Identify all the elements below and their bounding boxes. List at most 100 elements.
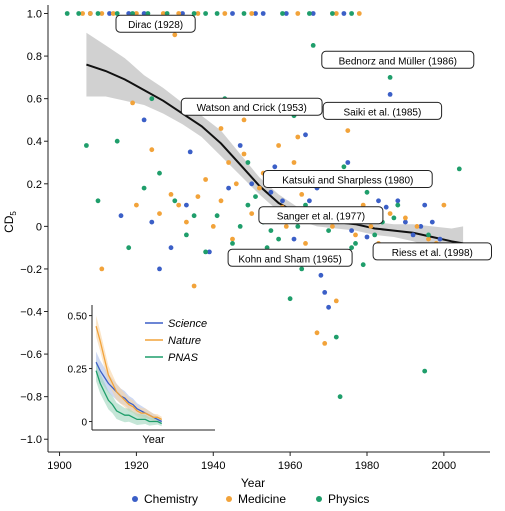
legend-label-chemistry: Chemistry xyxy=(144,492,198,506)
inset-chart: 0.50 0.25 0 Year Science Nature PNAS xyxy=(58,298,222,450)
point-chemistry xyxy=(291,236,297,242)
point-chemistry xyxy=(280,198,285,204)
x-tick-label: 2000 xyxy=(432,460,456,472)
legend-label-physics: Physics xyxy=(328,492,369,506)
point-medicine xyxy=(414,224,420,229)
point-chemistry xyxy=(364,234,370,240)
point-physics xyxy=(157,170,162,176)
point-physics xyxy=(295,224,301,229)
trend-line xyxy=(86,63,464,245)
x-axis-label: Year xyxy=(241,476,265,490)
labels-layer: Year CD5 xyxy=(2,211,265,490)
legend-marker-physics xyxy=(316,496,322,502)
point-physics xyxy=(214,213,220,219)
point-medicine xyxy=(295,11,301,16)
point-physics xyxy=(360,262,366,268)
annotation-box xyxy=(180,97,323,116)
annotation: Dirac (1928) xyxy=(115,14,196,33)
point-medicine xyxy=(283,224,289,229)
annotation-box xyxy=(372,242,493,261)
annotation: Saiki et al. (1985) xyxy=(322,101,443,120)
annotation-box xyxy=(321,50,475,69)
point-physics xyxy=(126,245,132,251)
annotation-label: Saiki et al. (1985) xyxy=(343,107,421,118)
point-chemistry xyxy=(429,219,435,225)
point-chemistry xyxy=(437,236,443,242)
annotation: Kohn and Sham (1965) xyxy=(227,248,353,267)
point-physics xyxy=(184,232,189,238)
y-tick-label: 0.6 xyxy=(27,94,42,106)
annotation-label: Bednorz and Müller (1986) xyxy=(339,56,457,67)
y-tick-label: −0.4 xyxy=(20,307,42,319)
trend-layer xyxy=(86,32,464,261)
point-physics xyxy=(287,296,293,302)
y-tick-label: 0.4 xyxy=(27,136,42,148)
axes-layer: 1.0 0.8 0.6 0.4 0.2 0 −0.2 −0.4 −0.6 −0.8 −1.0 1900… xyxy=(20,5,490,472)
point-medicine xyxy=(195,11,201,16)
point-physics xyxy=(268,228,274,234)
inset-line-pnas xyxy=(95,370,162,425)
point-medicine xyxy=(157,211,162,217)
annotation-label: Kohn and Sham (1965) xyxy=(238,254,341,265)
point-physics xyxy=(337,394,343,400)
point-chemistry xyxy=(253,11,258,16)
point-physics xyxy=(230,241,235,246)
point-physics xyxy=(141,185,147,191)
point-medicine xyxy=(276,143,281,148)
point-physics xyxy=(114,138,120,144)
inset-background xyxy=(58,298,222,450)
annotation-label: Riess et al. (1998) xyxy=(392,248,473,259)
point-physics xyxy=(422,368,428,374)
point-chemistry xyxy=(283,11,289,16)
point-physics xyxy=(387,75,393,80)
annotation-box xyxy=(258,206,384,225)
point-medicine xyxy=(168,192,174,197)
point-medicine xyxy=(257,185,262,191)
annotation: Katsuki and Sharpless (1980) xyxy=(262,170,433,188)
annotation: Riess et al. (1998) xyxy=(372,242,493,261)
point-physics xyxy=(333,334,339,340)
point-medicine xyxy=(387,211,393,217)
point-physics xyxy=(253,194,258,200)
annotation-box xyxy=(262,170,433,188)
point-chemistry xyxy=(157,266,162,272)
point-physics xyxy=(95,198,101,204)
point-medicine xyxy=(299,192,305,197)
inset-band-pnas xyxy=(96,360,162,427)
point-physics xyxy=(203,249,209,255)
point-chemistry xyxy=(184,202,189,208)
point-chemistry xyxy=(395,198,401,204)
y-tick-label: 0.8 xyxy=(27,51,42,63)
point-medicine xyxy=(176,202,182,208)
point-physics xyxy=(276,236,281,242)
inset-y-tick-label: 0.25 xyxy=(68,365,88,376)
point-medicine xyxy=(191,283,197,289)
point-medicine xyxy=(230,236,235,242)
point-chemistry xyxy=(303,132,308,138)
y-tick-label: −0.2 xyxy=(20,264,42,276)
y-tick-label: 0.2 xyxy=(27,179,42,191)
point-chemistry xyxy=(376,198,381,204)
point-medicine xyxy=(203,177,209,182)
annotation: Sanger et al. (1977) xyxy=(258,206,384,225)
point-physics xyxy=(172,198,178,204)
point-medicine xyxy=(333,298,339,304)
x-tick-label: 1900 xyxy=(47,460,71,472)
point-physics xyxy=(364,189,370,195)
point-chemistry xyxy=(422,202,428,208)
point-medicine xyxy=(184,219,189,225)
point-physics xyxy=(245,160,251,165)
point-physics xyxy=(64,11,70,16)
inset-band-nature xyxy=(96,315,162,422)
point-medicine xyxy=(226,160,232,165)
legend-marker-chemistry xyxy=(132,496,138,502)
point-medicine xyxy=(353,232,358,238)
point-physics xyxy=(310,43,316,48)
point-chemistry xyxy=(249,181,255,187)
x-tick-label: 1960 xyxy=(278,460,302,472)
point-chemistry xyxy=(226,185,232,191)
point-physics xyxy=(84,143,89,148)
point-medicine xyxy=(403,215,408,221)
point-medicine xyxy=(134,202,139,208)
legend: Chemistry Medicine Physics xyxy=(132,492,369,506)
